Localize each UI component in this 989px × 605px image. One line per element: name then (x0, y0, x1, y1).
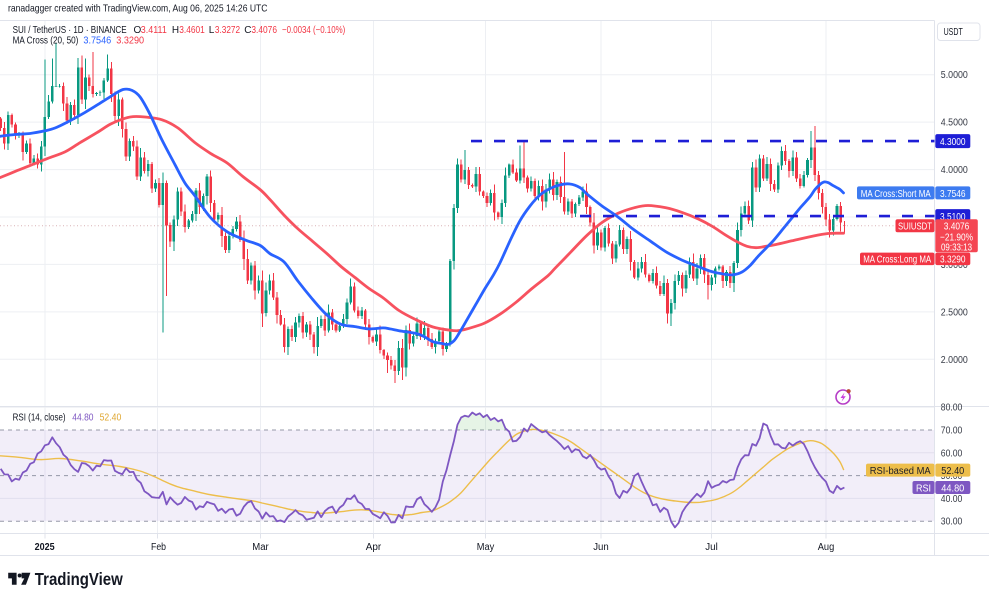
svg-text:3.4111: 3.4111 (141, 25, 167, 36)
svg-text:C: C (244, 25, 251, 36)
svg-text:4.3000: 4.3000 (940, 137, 966, 148)
svg-text:2.5000: 2.5000 (941, 307, 968, 318)
svg-text:52.40: 52.40 (100, 412, 122, 423)
svg-text:2025: 2025 (35, 542, 55, 553)
svg-text:RSI (14, close): RSI (14, close) (13, 412, 66, 423)
svg-text:60.00: 60.00 (941, 448, 963, 459)
svg-text:3.4601: 3.4601 (179, 25, 205, 36)
svg-text:−21.90%: −21.90% (940, 232, 973, 243)
svg-text:Apr: Apr (366, 542, 382, 553)
svg-text:70.00: 70.00 (941, 426, 963, 437)
svg-text:2.0000: 2.0000 (941, 355, 968, 366)
svg-text:5.0000: 5.0000 (941, 70, 968, 81)
svg-text:SUI / TetherUS · 1D · BINANCE: SUI / TetherUS · 1D · BINANCE (13, 25, 127, 36)
svg-text:MA Cross:Short MA: MA Cross:Short MA (861, 189, 931, 200)
svg-text:L: L (209, 25, 215, 36)
svg-text:3.3290: 3.3290 (116, 36, 144, 47)
svg-text:80.00: 80.00 (941, 403, 963, 414)
svg-text:Jul: Jul (705, 542, 718, 553)
svg-text:MA Cross:Long MA: MA Cross:Long MA (863, 255, 931, 266)
svg-text:Mar: Mar (252, 542, 269, 553)
svg-text:Aug: Aug (818, 542, 835, 553)
svg-text:52.40: 52.40 (941, 466, 964, 477)
svg-text:RSI-based MA: RSI-based MA (870, 466, 931, 477)
svg-text:RSI: RSI (916, 483, 931, 494)
svg-text:4.0000: 4.0000 (941, 165, 968, 176)
svg-text:3.0000: 3.0000 (941, 260, 968, 271)
svg-text:Jun: Jun (593, 542, 609, 553)
svg-text:44.80: 44.80 (72, 412, 94, 423)
svg-text:3.5100: 3.5100 (940, 212, 966, 223)
svg-text:SUIUSDT: SUIUSDT (898, 222, 932, 233)
svg-text:44.80: 44.80 (941, 483, 964, 494)
svg-text:3.7546: 3.7546 (940, 189, 966, 200)
svg-text:H: H (172, 25, 179, 36)
svg-text:−0.0034 (−0.10%): −0.0034 (−0.10%) (282, 25, 345, 36)
svg-text:40.00: 40.00 (941, 494, 963, 505)
svg-text:09:33:13: 09:33:13 (941, 243, 972, 254)
svg-text:May: May (477, 542, 495, 553)
svg-text:30.00: 30.00 (941, 517, 963, 528)
svg-text:3.7546: 3.7546 (83, 36, 111, 47)
svg-text:TradingView: TradingView (35, 569, 123, 589)
svg-text:ranadagger created with Tradin: ranadagger created with TradingView.com,… (8, 2, 268, 14)
svg-text:3.4076: 3.4076 (251, 25, 277, 36)
svg-text:3.4076: 3.4076 (944, 222, 970, 233)
svg-text:MA Cross (20, 50): MA Cross (20, 50) (13, 36, 79, 47)
svg-text:3.3290: 3.3290 (940, 255, 966, 266)
svg-text:O: O (134, 25, 142, 36)
svg-text:Feb: Feb (151, 542, 166, 553)
svg-text:USDT: USDT (944, 27, 963, 38)
svg-text:4.5000: 4.5000 (941, 118, 968, 129)
svg-text:3.3272: 3.3272 (215, 25, 241, 36)
